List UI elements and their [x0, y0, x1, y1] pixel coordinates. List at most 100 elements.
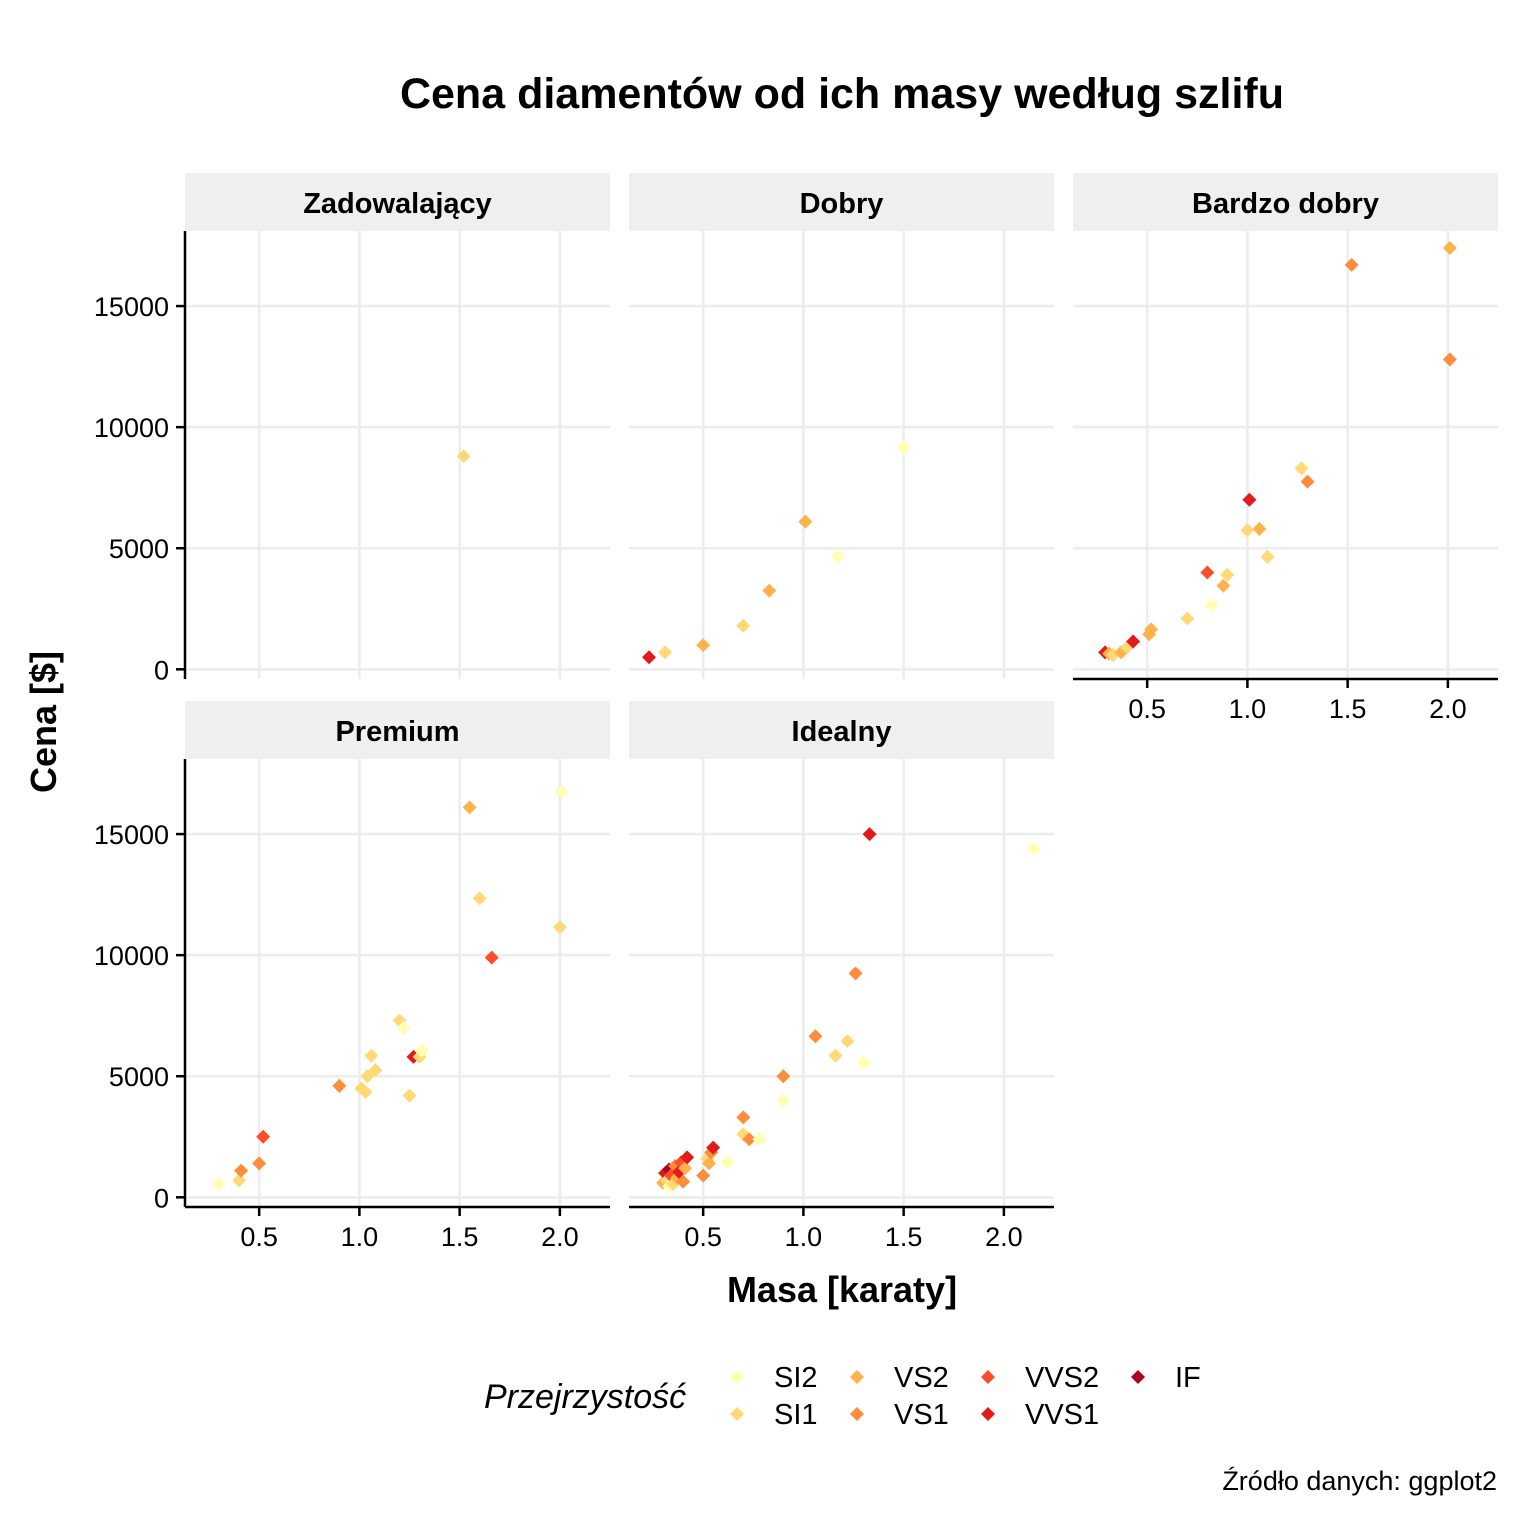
data-point: [808, 1029, 823, 1044]
x-tick-label: 2.0: [1429, 694, 1467, 724]
data-point: [414, 1043, 429, 1058]
data-point: [1300, 474, 1315, 489]
x-tick-label: 1.0: [1229, 694, 1267, 724]
data-point: [368, 1063, 383, 1078]
facet-panel: Premium 0 5000 10000 15000 0.5 1.0 1.5 2.0: [94, 701, 610, 1252]
data-point: [1442, 352, 1457, 367]
data-point: [396, 1020, 411, 1035]
data-point: [554, 784, 569, 799]
data-point: [896, 440, 911, 455]
x-tick-label: 0.5: [1128, 694, 1166, 724]
data-point: [702, 1156, 717, 1171]
data-point: [456, 449, 471, 464]
data-point: [680, 1150, 695, 1165]
data-point: [212, 1176, 227, 1191]
facet-strip: [629, 701, 1054, 759]
data-point: [462, 800, 477, 815]
data-point: [848, 966, 863, 981]
data-point: [840, 1034, 855, 1049]
data-point: [402, 1088, 417, 1103]
legend-label: IF: [1175, 1362, 1201, 1394]
data-point: [332, 1078, 347, 1093]
legend-label: VVS1: [1025, 1399, 1099, 1431]
data-point: [742, 1132, 757, 1147]
data-point: [678, 1161, 693, 1176]
data-point: [1220, 567, 1235, 582]
data-point: [472, 891, 487, 906]
legend-item: IF: [1131, 1362, 1201, 1394]
y-tick-label: 15000: [94, 292, 169, 322]
data-point: [1026, 841, 1041, 856]
y-tick-label: 10000: [94, 413, 169, 443]
facet-strip-label: Premium: [335, 716, 459, 748]
data-point: [232, 1173, 247, 1188]
y-tick-label: 15000: [94, 820, 169, 850]
data-point: [360, 1069, 375, 1084]
legend-key: [850, 1370, 864, 1384]
x-tick-label: 1.5: [441, 1222, 479, 1252]
data-point: [776, 1093, 791, 1108]
data-point: [1126, 634, 1141, 649]
legend-label: VS1: [894, 1399, 949, 1431]
data-point: [856, 1055, 871, 1070]
data-point: [252, 1156, 267, 1171]
facet-strip: [1073, 173, 1498, 231]
legend: Przejrzystość SI2 SI1 VS2 VS1 VVS2 VVS1 IF: [484, 1362, 1201, 1431]
data-point: [1344, 257, 1359, 272]
data-point: [736, 1110, 751, 1125]
data-point: [762, 583, 777, 598]
data-point: [358, 1084, 373, 1099]
facet-panel: Zadowalający 0 5000 10000 15000: [94, 173, 610, 685]
data-point: [484, 950, 499, 965]
x-tick-label: 1.0: [341, 1222, 379, 1252]
legend-label: VVS2: [1025, 1362, 1099, 1394]
data-point: [776, 1069, 791, 1084]
legend-key: [730, 1370, 744, 1384]
data-point: [696, 638, 711, 653]
y-tick-label: 10000: [94, 941, 169, 971]
data-point: [552, 920, 567, 935]
data-point: [830, 549, 845, 564]
x-tick-label: 2.0: [985, 1222, 1023, 1252]
data-point: [642, 650, 657, 665]
y-tick-label: 0: [154, 1183, 169, 1213]
legend-label: SI2: [774, 1362, 818, 1394]
chart-title: Cena diamentów od ich masy według szlifu: [400, 70, 1284, 118]
x-axis-title: Masa [karaty]: [727, 1269, 957, 1310]
data-point: [676, 1174, 691, 1189]
facet-strip: [185, 173, 610, 231]
data-point: [1260, 549, 1275, 564]
x-tick-label: 0.5: [684, 1222, 722, 1252]
data-point: [1200, 565, 1215, 580]
facet-strip-label: Bardzo dobry: [1192, 188, 1379, 220]
legend-label: SI1: [774, 1399, 818, 1431]
facet-strip-label: Zadowalający: [303, 188, 492, 220]
data-point: [696, 1168, 711, 1183]
y-tick-label: 0: [154, 655, 169, 685]
data-point: [862, 827, 877, 842]
facet-panels: Zadowalający 0 5000 10000 15000 Dobry Bardzo d…: [94, 173, 1498, 1252]
data-point: [256, 1129, 271, 1144]
data-point: [1242, 492, 1257, 507]
facet-strip-label: Idealny: [792, 716, 892, 748]
y-tick-label: 5000: [109, 1062, 169, 1092]
y-tick-label: 5000: [109, 534, 169, 564]
data-point: [1252, 521, 1267, 536]
x-tick-label: 0.5: [240, 1222, 278, 1252]
data-point: [234, 1163, 249, 1178]
facet-strip-label: Dobry: [800, 188, 884, 220]
legend-item: SI2: [730, 1362, 818, 1394]
data-point: [828, 1048, 843, 1063]
facet-panel: Bardzo dobry 0.5 1.0 1.5 2.0: [1073, 173, 1498, 724]
caption: Źródło danych: ggplot2: [1222, 1466, 1497, 1496]
data-point: [1180, 611, 1195, 626]
legend-item: VS1: [850, 1399, 949, 1431]
data-point: [1144, 622, 1159, 637]
data-point: [1294, 461, 1309, 476]
legend-key: [850, 1407, 864, 1421]
legend-item: VVS2: [981, 1362, 1099, 1394]
data-point: [1204, 598, 1219, 613]
facet-strip: [629, 173, 1054, 231]
data-point: [1216, 578, 1231, 593]
